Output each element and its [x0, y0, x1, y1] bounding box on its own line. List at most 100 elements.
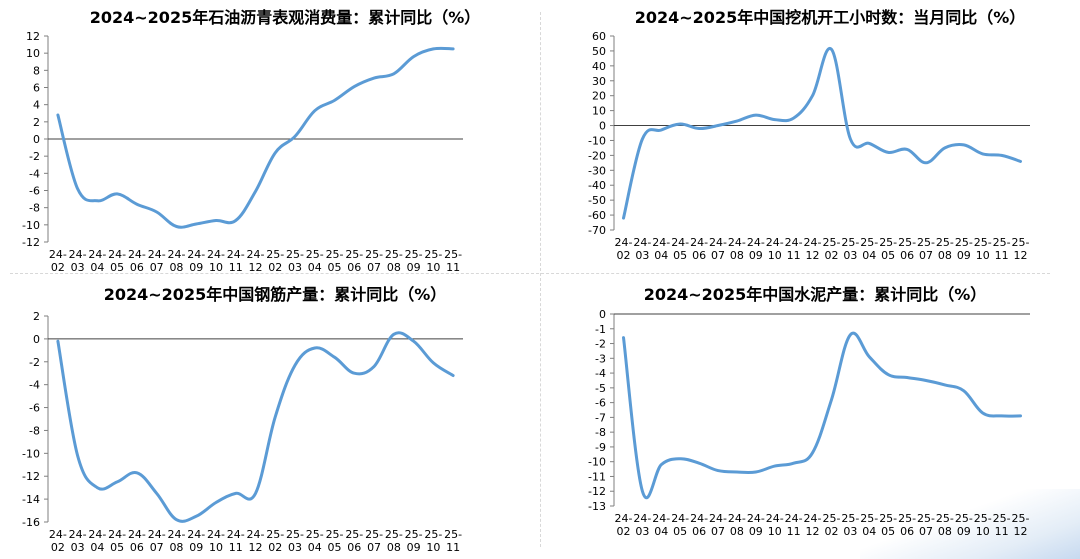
x-tick-label-year: 25- — [898, 236, 916, 249]
x-tick-label-month: 09 — [957, 249, 971, 262]
x-tick-label-month: 03 — [843, 249, 857, 262]
x-tick-label-month: 06 — [347, 261, 361, 274]
data-point — [432, 361, 435, 364]
data-point — [981, 411, 984, 414]
data-point — [234, 492, 237, 495]
x-tick-label-year: 24- — [69, 528, 87, 541]
series-line — [622, 331, 1022, 500]
x-tick-label-year: 25- — [424, 528, 442, 541]
data-point — [116, 192, 119, 195]
x-tick-label-month: 02 — [616, 525, 630, 538]
x-tick-label-year: 25- — [444, 528, 462, 541]
x-tick-label-year: 24- — [690, 236, 708, 249]
data-point — [1019, 160, 1022, 163]
x-tick-label-month: 12 — [806, 525, 820, 538]
x-tick-label-year: 25- — [841, 236, 859, 249]
data-point — [849, 137, 852, 140]
x-tick-label-month: 02 — [824, 249, 838, 262]
y-tick-label: -6 — [29, 185, 40, 198]
x-tick-label-year: 24- — [128, 248, 146, 261]
x-tick-label-month: 10 — [426, 261, 440, 274]
data-point — [792, 462, 795, 465]
x-tick-label-year: 24- — [187, 248, 205, 261]
x-tick-label-month: 04 — [308, 541, 322, 554]
x-tick-label-year: 25- — [385, 528, 403, 541]
y-tick-label: -10 — [588, 134, 606, 147]
x-tick-label-year: 24- — [148, 528, 166, 541]
x-tick-label-year: 24- — [108, 528, 126, 541]
data-point — [717, 124, 720, 127]
data-point — [868, 142, 871, 145]
x-tick-label-month: 10 — [768, 525, 782, 538]
x-tick-label-month: 05 — [881, 249, 895, 262]
data-point — [76, 187, 79, 190]
x-tick-label-month: 07 — [711, 525, 725, 538]
y-tick-label: -4 — [29, 379, 40, 392]
x-tick-label-month: 12 — [1014, 525, 1028, 538]
x-tick-label-month: 09 — [407, 541, 421, 554]
x-tick-label-month: 06 — [692, 525, 706, 538]
x-tick-label-year: 25- — [936, 512, 954, 525]
x-tick-label-year: 25- — [955, 236, 973, 249]
y-tick-label: 2 — [33, 116, 40, 129]
x-tick-label-month: 07 — [919, 525, 933, 538]
y-tick-label: 2 — [33, 310, 40, 323]
x-tick-label-month: 09 — [749, 525, 763, 538]
y-tick-label: -7 — [595, 411, 606, 424]
x-tick-label-month: 06 — [347, 541, 361, 554]
x-tick-label-year: 24- — [785, 236, 803, 249]
x-tick-label-month: 10 — [209, 541, 223, 554]
x-tick-label-month: 02 — [268, 261, 282, 274]
data-point — [96, 486, 99, 489]
x-tick-label-month: 10 — [976, 525, 990, 538]
x-tick-label-year: 24- — [671, 512, 689, 525]
plot-area: -13-12-11-10-9-8-7-6-5-4-3-2-1024-0224-0… — [588, 308, 1030, 538]
x-tick-label-year: 25- — [286, 528, 304, 541]
series-line — [56, 331, 455, 523]
y-tick-label: -10 — [588, 456, 606, 469]
x-tick-label-year: 24- — [728, 512, 746, 525]
x-tick-label-month: 09 — [407, 261, 421, 274]
y-tick-label: -9 — [595, 441, 606, 454]
x-tick-label-month: 08 — [387, 541, 401, 554]
x-tick-label-month: 02 — [616, 249, 630, 262]
y-tick-label: -2 — [29, 150, 40, 163]
x-tick-label-year: 24- — [709, 512, 727, 525]
data-point — [333, 99, 336, 102]
x-tick-label-month: 04 — [654, 249, 668, 262]
x-tick-label-year: 24- — [614, 236, 632, 249]
data-point — [679, 123, 682, 126]
x-tick-label-year: 24- — [128, 528, 146, 541]
x-tick-label-year: 25- — [266, 248, 284, 261]
y-tick-label: 20 — [592, 90, 606, 103]
x-tick-label-month: 06 — [900, 249, 914, 262]
data-point — [849, 333, 852, 336]
y-tick-label: -3 — [595, 352, 606, 365]
y-tick-label: 6 — [33, 82, 40, 95]
data-point — [96, 199, 99, 202]
x-tick-label-month: 04 — [862, 249, 876, 262]
data-point — [660, 463, 663, 466]
y-tick-label: 10 — [26, 47, 40, 60]
x-tick-label-month: 08 — [169, 261, 183, 274]
data-point — [116, 480, 119, 483]
x-tick-label-year: 24- — [804, 236, 822, 249]
x-tick-label-month: 07 — [711, 249, 725, 262]
x-tick-label-year: 24- — [49, 248, 67, 261]
x-tick-label-month: 12 — [249, 261, 263, 274]
x-tick-label-year: 25- — [917, 512, 935, 525]
data-point — [274, 415, 277, 418]
x-tick-label-year: 25- — [879, 236, 897, 249]
data-point — [754, 471, 757, 474]
data-point — [792, 117, 795, 120]
y-tick-label: -30 — [588, 164, 606, 177]
x-tick-label-year: 25- — [993, 512, 1011, 525]
x-tick-label-year: 24- — [785, 512, 803, 525]
x-tick-label-year: 24- — [108, 248, 126, 261]
x-tick-label-year: 25- — [898, 512, 916, 525]
y-tick-label: -8 — [595, 426, 606, 439]
chart-title: 2024~2025年中国钢筋产量：累计同比（%） — [103, 285, 447, 304]
x-tick-label-year: 25- — [822, 512, 840, 525]
x-tick-label-year: 25- — [993, 236, 1011, 249]
data-point — [660, 129, 663, 132]
